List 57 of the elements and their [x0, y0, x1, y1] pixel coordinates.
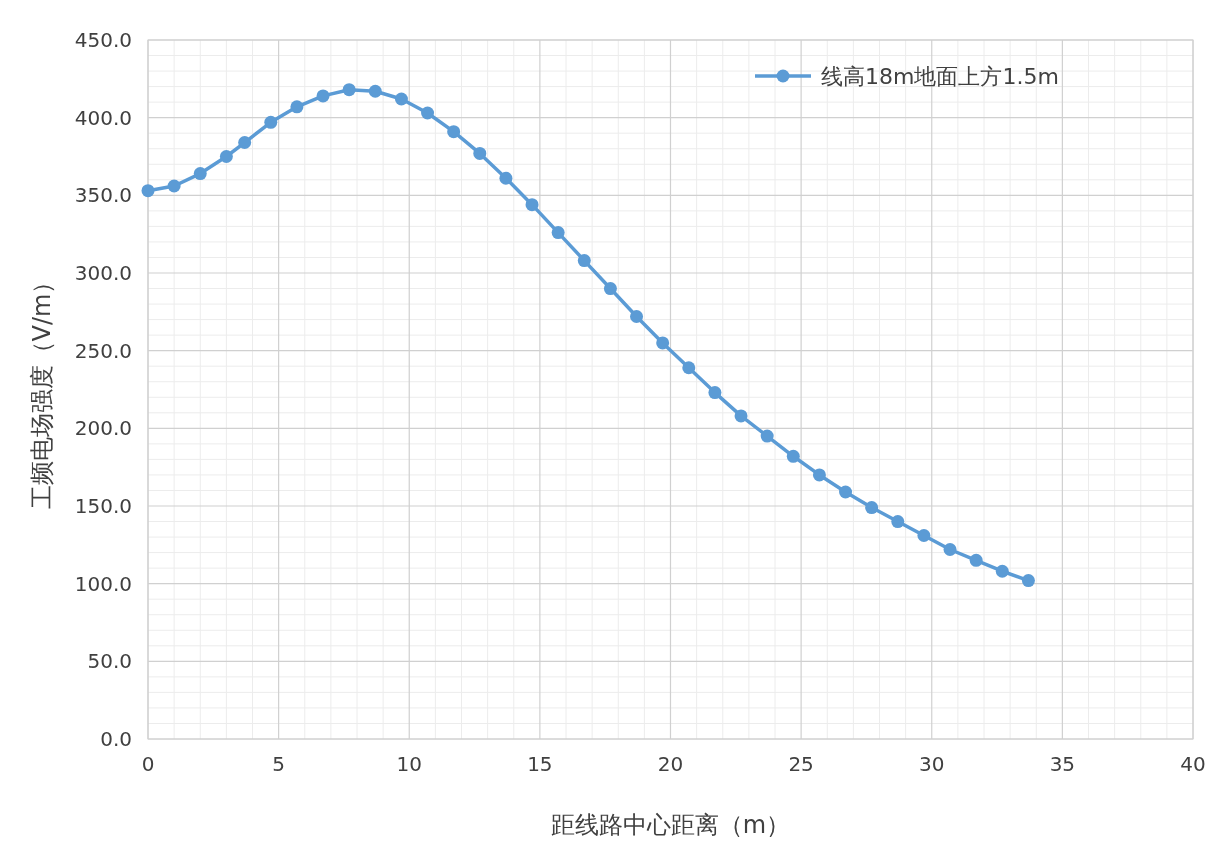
y-tick-label: 300.0 — [74, 261, 132, 285]
point — [577, 254, 591, 268]
point — [551, 226, 565, 240]
x-tick-label: 15 — [527, 752, 553, 776]
point — [603, 282, 617, 296]
point — [682, 361, 696, 375]
x-tick-label: 0 — [141, 752, 155, 776]
point — [812, 468, 826, 482]
point — [734, 409, 748, 423]
point — [421, 106, 435, 120]
point — [708, 386, 722, 400]
x-tick-label: 30 — [919, 752, 945, 776]
point — [760, 429, 774, 443]
y-tick-label: 450.0 — [74, 28, 132, 52]
x-tick-label: 10 — [396, 752, 422, 776]
point — [368, 84, 382, 98]
point — [193, 167, 207, 181]
point — [1021, 574, 1035, 588]
point — [499, 171, 513, 185]
point — [525, 198, 539, 212]
point — [447, 125, 461, 139]
point — [167, 179, 181, 193]
y-tick-label: 50.0 — [87, 649, 132, 674]
y-tick-label: 200.0 — [74, 416, 132, 441]
point — [865, 501, 879, 515]
point — [141, 184, 155, 198]
point — [316, 89, 330, 103]
y-tick-label: 100.0 — [74, 571, 132, 596]
y-tick-label: 350.0 — [74, 183, 132, 208]
point — [630, 309, 644, 323]
point — [995, 564, 1009, 578]
point — [219, 150, 233, 163]
point — [473, 146, 487, 160]
y-tick-label: 150.0 — [74, 494, 132, 518]
y-axis-title: 工频电场强度（V/m） — [28, 269, 56, 510]
point — [786, 449, 800, 463]
point — [290, 100, 304, 114]
point — [394, 92, 408, 106]
point — [342, 83, 356, 97]
point — [969, 553, 983, 567]
x-tick-label: 5 — [272, 752, 285, 776]
point — [891, 515, 905, 529]
point — [264, 115, 278, 129]
x-tick-label: 40 — [1180, 752, 1206, 776]
point — [238, 136, 252, 150]
x-tick-label: 25 — [788, 752, 814, 776]
point — [839, 485, 853, 499]
x-tick-label: 20 — [657, 752, 684, 776]
x-axis-title: 距线路中心距离（m） — [550, 811, 791, 839]
legend-label: 线高18m地面上方1.5m — [821, 64, 1059, 89]
y-tick-label: 400.0 — [74, 105, 132, 130]
point — [943, 542, 957, 556]
y-tick-label: 0.0 — [100, 727, 132, 751]
y-tick-label: 250.0 — [74, 338, 132, 363]
point — [656, 336, 670, 350]
point — [917, 529, 931, 543]
x-tick-label: 35 — [1049, 752, 1076, 776]
